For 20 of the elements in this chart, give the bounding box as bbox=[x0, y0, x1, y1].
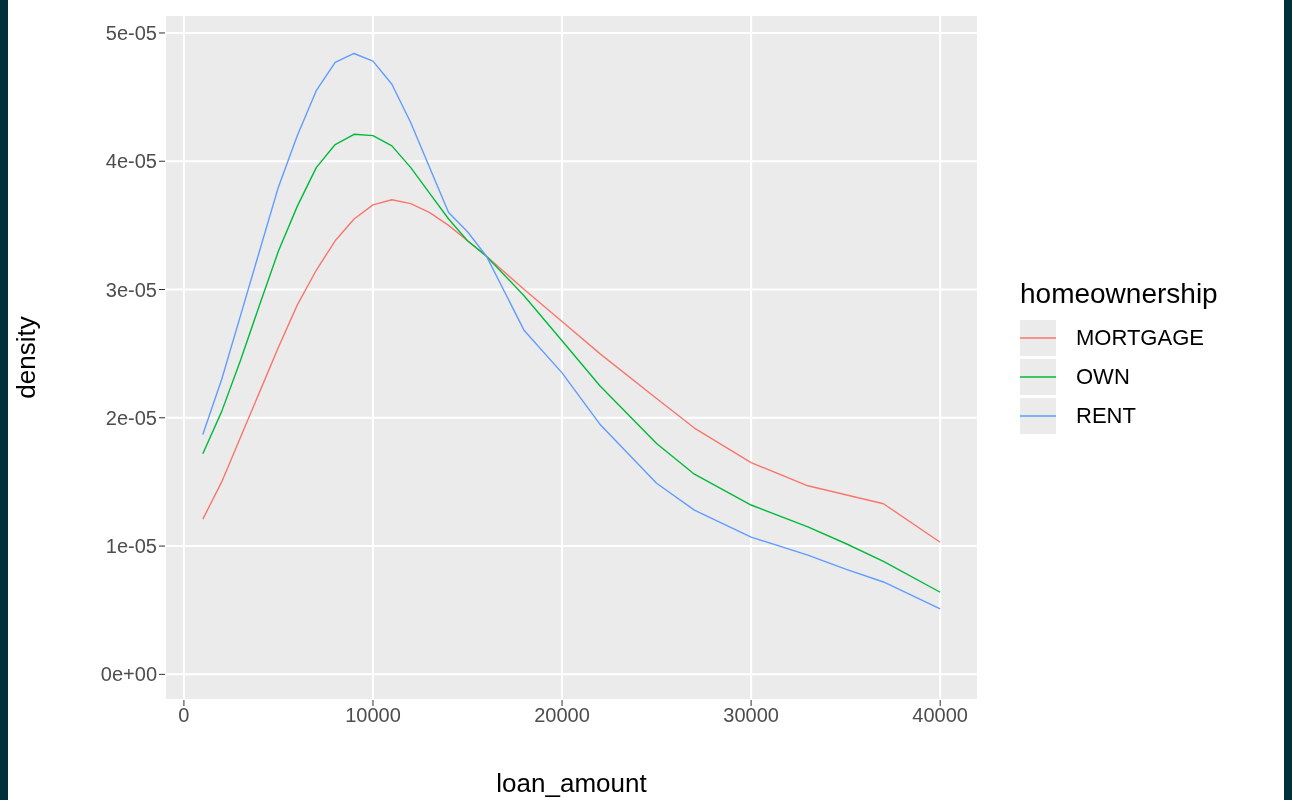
x-tick-label: 40000 bbox=[912, 704, 968, 727]
y-tick-label: 4e-05 bbox=[105, 150, 157, 173]
legend-label: MORTGAGE bbox=[1076, 324, 1204, 351]
legend-label: RENT bbox=[1076, 402, 1136, 429]
y-tick-label: 0e+00 bbox=[100, 663, 157, 686]
y-tick-label: 2e-05 bbox=[105, 406, 157, 429]
line-series bbox=[202, 52, 941, 610]
y-tick-label: 3e-05 bbox=[105, 278, 157, 301]
x-tick-label: 10000 bbox=[345, 704, 401, 727]
y-axis-title: density bbox=[11, 316, 42, 399]
y-tick-label: 1e-05 bbox=[105, 535, 157, 558]
x-tick-label: 0 bbox=[178, 704, 190, 727]
x-tick-label: 30000 bbox=[723, 704, 779, 727]
x-tick-label: 20000 bbox=[534, 704, 590, 727]
x-axis-title: loan_amount bbox=[496, 768, 648, 798]
legend-title: homeownership bbox=[1020, 278, 1218, 310]
y-tick-label: 5e-05 bbox=[105, 22, 157, 45]
legend-label: OWN bbox=[1076, 363, 1130, 390]
line-series bbox=[202, 199, 941, 543]
line-series bbox=[202, 133, 941, 593]
